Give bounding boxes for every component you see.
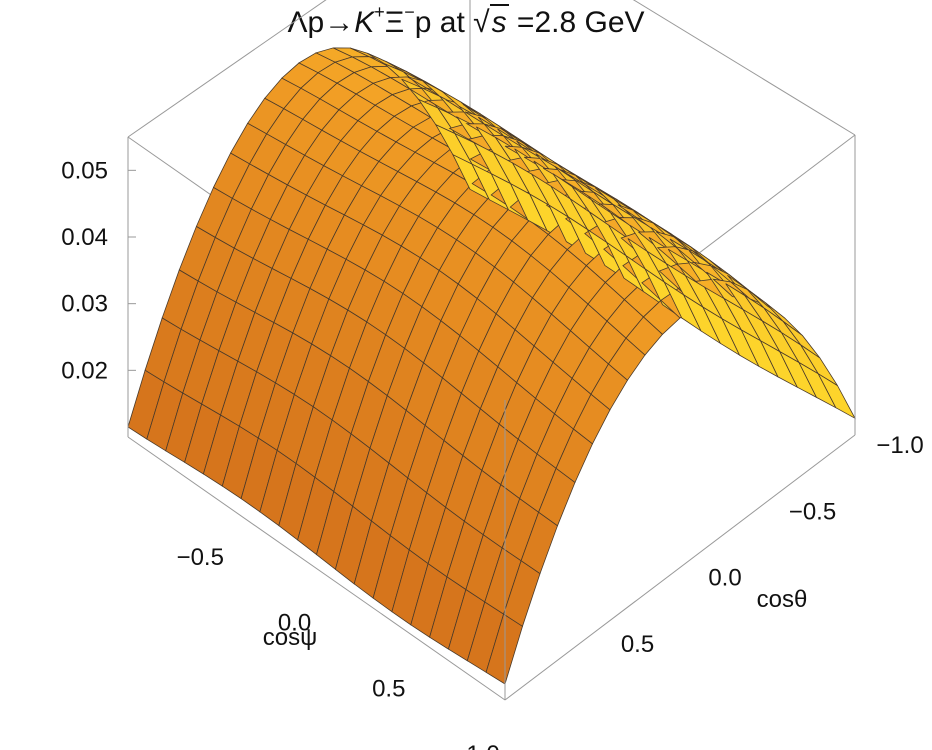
y-axis-label: cosθ [757, 586, 808, 613]
box-edge [127, 0, 327, 138]
surface-mesh [127, 47, 856, 685]
cos-psi-axis-ticks: −0.5 0.0 0.5 1.0 [177, 544, 500, 750]
x-tick-label: −0.5 [177, 544, 224, 571]
box-edge [504, 434, 856, 701]
y-tick-label: −1.0 [876, 432, 923, 459]
x-tick-label: 1.0 [466, 741, 499, 750]
title-xi-charge: − [404, 2, 415, 22]
y-tick-label: 0.5 [621, 631, 654, 658]
title-sqrt-sign: √ [473, 6, 490, 39]
title-kaon-charge: + [374, 2, 385, 22]
title-proton-at: p at [414, 6, 474, 39]
title-xi: Ξ [384, 6, 405, 39]
y-tick-label: 0.0 [708, 565, 741, 592]
x-tick-label: 0.0 [278, 610, 311, 637]
title-reaction-start: Λp→ [287, 6, 355, 39]
chart-title: Λp→K+Ξ−p at √s =2.8 GeV [0, 3, 932, 40]
x-axis-label: cosψ [263, 624, 317, 651]
title-kaon: K [354, 6, 375, 39]
z-tick-label: 0.04 [61, 224, 108, 251]
z-tick-label: 0.02 [61, 357, 108, 384]
title-s: s [489, 4, 509, 39]
z-axis-ticks: 0.05 0.04 0.03 0.02 [61, 157, 136, 384]
title-energy: =2.8 GeV [508, 6, 645, 39]
x-tick-label: 0.5 [372, 675, 405, 702]
surface-cell [817, 372, 856, 420]
box-edge [127, 436, 506, 701]
z-tick-label: 0.05 [61, 157, 108, 184]
box-edge [632, 0, 856, 136]
y-tick-label: −0.5 [789, 498, 836, 525]
bounding-box-front [127, 135, 856, 701]
z-tick-label: 0.03 [61, 291, 108, 318]
cos-theta-axis-ticks: −1.0 −0.5 0.0 0.5 [621, 432, 924, 658]
